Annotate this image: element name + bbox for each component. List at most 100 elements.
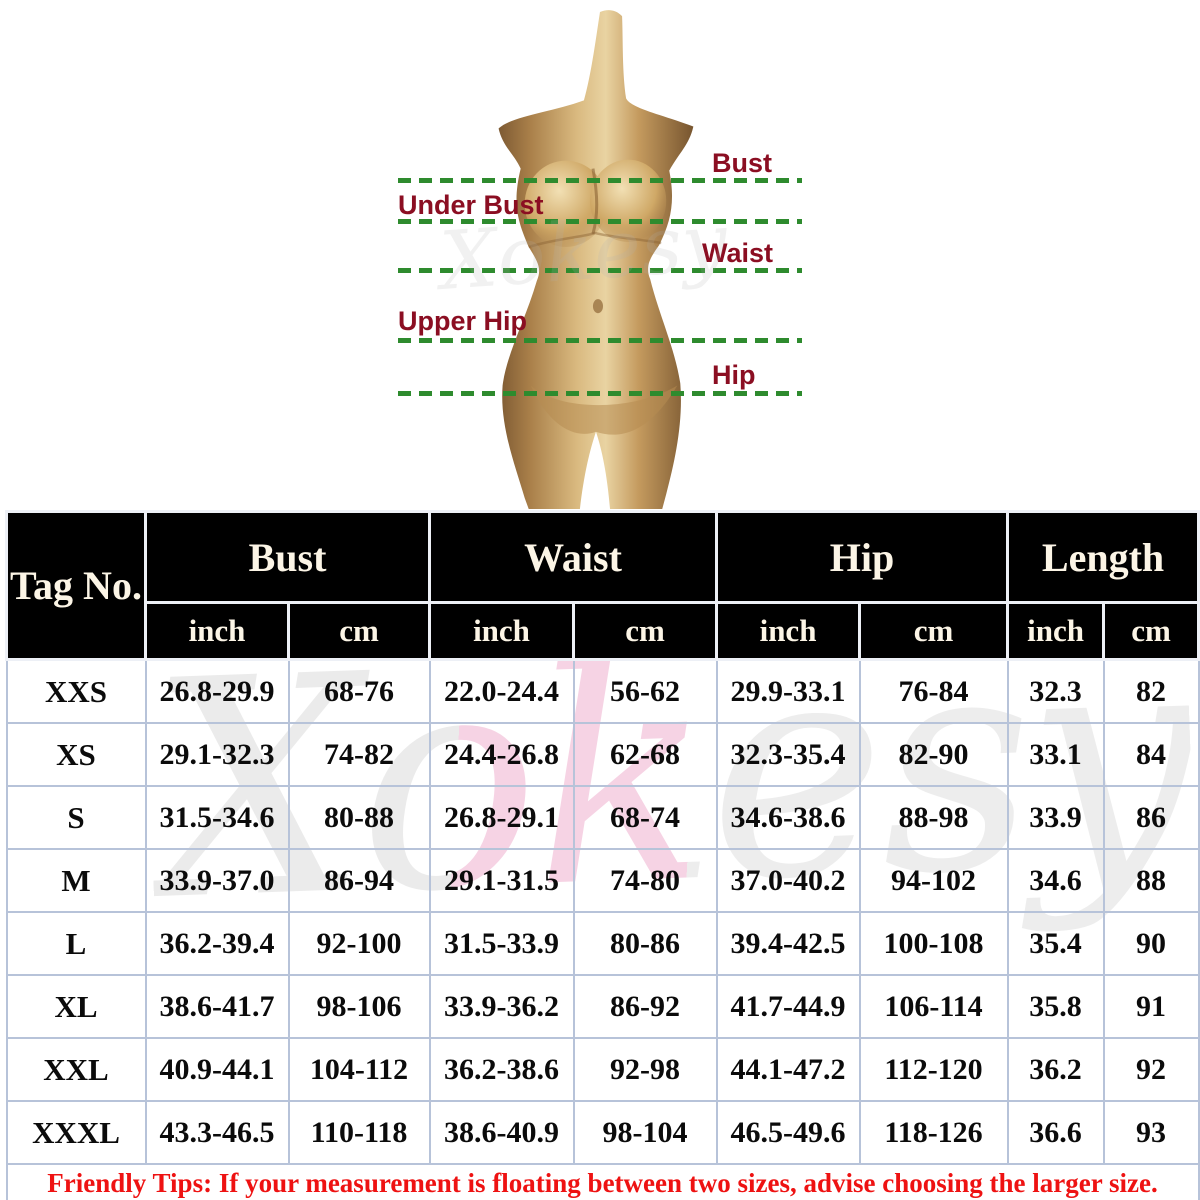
table-row: L 36.2-39.4 92-100 31.5-33.9 80-86 39.4-… — [5, 911, 1200, 976]
size-tag: L — [5, 911, 147, 976]
hip-inch-header: inch — [715, 601, 862, 661]
size-table-body: XXS 26.8-29.9 68-76 22.0-24.4 56-62 29.9… — [5, 658, 1200, 1165]
bust-inch-value: 26.8-29.9 — [144, 658, 290, 724]
hip-cm-value: 82-90 — [858, 722, 1009, 787]
waist-inch-value: 33.9-36.2 — [428, 974, 575, 1039]
waist-inch-value: 22.0-24.4 — [428, 658, 575, 724]
hip-cm-value: 100-108 — [858, 911, 1009, 976]
tag-no-header: Tag No. — [5, 510, 147, 661]
bust-cm-value: 98-106 — [287, 974, 431, 1039]
size-tag: XS — [5, 722, 147, 787]
length-cm-value: 86 — [1102, 785, 1200, 850]
bust-guide-line — [398, 178, 802, 183]
table-row: XXL 40.9-44.1 104-112 36.2-38.6 92-98 44… — [5, 1037, 1200, 1102]
length-inch-value: 33.1 — [1006, 722, 1105, 787]
hip-inch-value: 32.3-35.4 — [715, 722, 861, 787]
bust-inch-value: 31.5-34.6 — [144, 785, 290, 850]
waist-inch-value: 31.5-33.9 — [428, 911, 575, 976]
bust-cm-value: 74-82 — [287, 722, 431, 787]
hip-inch-value: 46.5-49.6 — [715, 1100, 861, 1165]
length-inch-value: 36.6 — [1006, 1100, 1105, 1165]
length-inch-value: 35.8 — [1006, 974, 1105, 1039]
length-inch-header: inch — [1006, 601, 1106, 661]
size-tag: XXL — [5, 1037, 147, 1102]
hip-inch-value: 39.4-42.5 — [715, 911, 861, 976]
upper-hip-guide-line — [398, 338, 802, 343]
bust-inch-value: 40.9-44.1 — [144, 1037, 290, 1102]
table-row: XXXL 43.3-46.5 110-118 38.6-40.9 98-104 … — [5, 1100, 1200, 1165]
length-cm-value: 88 — [1102, 848, 1200, 913]
hip-cm-value: 88-98 — [858, 785, 1009, 850]
bust-label: Bust — [712, 148, 772, 178]
upper-hip-label: Upper Hip — [398, 306, 528, 336]
bust-inch-value: 36.2-39.4 — [144, 911, 290, 976]
waist-cm-value: 86-92 — [572, 974, 718, 1039]
hip-cm-value: 76-84 — [858, 658, 1009, 724]
length-cm-value: 91 — [1102, 974, 1200, 1039]
length-inch-value: 35.4 — [1006, 911, 1105, 976]
hip-inch-value: 41.7-44.9 — [715, 974, 861, 1039]
length-inch-value: 32.3 — [1006, 658, 1105, 724]
bust-group-header: Bust — [144, 510, 431, 604]
size-table: Tag No. Bust Waist Hip Length inch cm in… — [5, 510, 1200, 1200]
bust-cm-value: 92-100 — [287, 911, 431, 976]
table-row: XL 38.6-41.7 98-106 33.9-36.2 86-92 41.7… — [5, 974, 1200, 1039]
waist-guide-line — [398, 268, 802, 273]
waist-inch-value: 29.1-31.5 — [428, 848, 575, 913]
waist-cm-value: 62-68 — [572, 722, 718, 787]
under-bust-guide-line — [398, 219, 802, 224]
waist-cm-value: 56-62 — [572, 658, 718, 724]
waist-cm-value: 74-80 — [572, 848, 718, 913]
bust-inch-value: 43.3-46.5 — [144, 1100, 290, 1165]
hip-cm-value: 118-126 — [858, 1100, 1009, 1165]
waist-cm-value: 68-74 — [572, 785, 718, 850]
waist-cm-header: cm — [571, 601, 719, 661]
measurement-figure: Xokesy — [0, 0, 1200, 510]
hip-cm-value: 94-102 — [858, 848, 1009, 913]
length-cm-value: 84 — [1102, 722, 1200, 787]
table-row: XS 29.1-32.3 74-82 24.4-26.8 62-68 32.3-… — [5, 722, 1200, 787]
length-cm-value: 92 — [1102, 1037, 1200, 1102]
hip-cm-header: cm — [858, 601, 1010, 661]
waist-group-header: Waist — [427, 510, 719, 604]
size-tag: XL — [5, 974, 147, 1039]
length-group-header: Length — [1006, 510, 1200, 604]
length-inch-value: 33.9 — [1006, 785, 1105, 850]
size-tag: XXXL — [5, 1100, 147, 1165]
waist-cm-value: 80-86 — [572, 911, 718, 976]
bust-cm-value: 68-76 — [287, 658, 431, 724]
size-tag: XXS — [5, 658, 147, 724]
hip-inch-value: 37.0-40.2 — [715, 848, 861, 913]
bust-inch-value: 38.6-41.7 — [144, 974, 290, 1039]
size-tag: S — [5, 785, 147, 850]
bust-inch-value: 33.9-37.0 — [144, 848, 290, 913]
length-inch-value: 36.2 — [1006, 1037, 1105, 1102]
table-row: S 31.5-34.6 80-88 26.8-29.1 68-74 34.6-3… — [5, 785, 1200, 850]
bust-cm-value: 80-88 — [287, 785, 431, 850]
waist-cm-value: 92-98 — [572, 1037, 718, 1102]
waist-inch-value: 38.6-40.9 — [428, 1100, 575, 1165]
length-cm-value: 90 — [1102, 911, 1200, 976]
hip-group-header: Hip — [715, 510, 1010, 604]
length-cm-value: 82 — [1102, 658, 1200, 724]
table-row: M 33.9-37.0 86-94 29.1-31.5 74-80 37.0-4… — [5, 848, 1200, 913]
bust-inch-value: 29.1-32.3 — [144, 722, 290, 787]
waist-inch-header: inch — [428, 601, 575, 661]
hip-inch-value: 29.9-33.1 — [715, 658, 861, 724]
bust-cm-value: 86-94 — [287, 848, 431, 913]
waist-label: Waist — [702, 238, 774, 268]
under-bust-label: Under Bust — [398, 190, 544, 220]
hip-cm-value: 106-114 — [858, 974, 1009, 1039]
length-inch-value: 34.6 — [1006, 848, 1105, 913]
waist-cm-value: 98-104 — [572, 1100, 718, 1165]
bust-cm-header: cm — [287, 601, 431, 661]
length-cm-header: cm — [1102, 601, 1200, 661]
friendly-tips: Friendly Tips: If your measurement is fl… — [5, 1163, 1200, 1200]
waist-inch-value: 36.2-38.6 — [428, 1037, 575, 1102]
hip-guide-line — [398, 391, 802, 396]
size-tag: M — [5, 848, 147, 913]
hip-inch-value: 34.6-38.6 — [715, 785, 861, 850]
hip-label: Hip — [712, 360, 756, 390]
bust-cm-value: 110-118 — [287, 1100, 431, 1165]
